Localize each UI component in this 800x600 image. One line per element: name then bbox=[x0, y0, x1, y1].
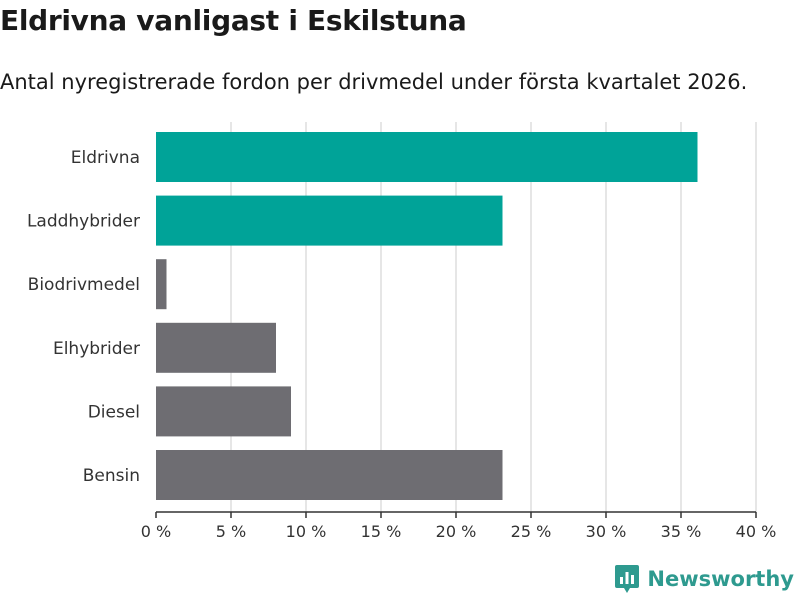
x-tick-label-7: 35 % bbox=[661, 522, 702, 541]
bar-diesel bbox=[156, 386, 291, 437]
grid-lines bbox=[230, 122, 757, 512]
x-tick-label-3: 15 % bbox=[361, 522, 402, 541]
brand-name: Newsworthy bbox=[647, 567, 794, 591]
category-label-bensin: Bensin bbox=[83, 466, 140, 486]
bar-chart-logo-icon bbox=[615, 565, 640, 593]
x-tick-label-0: 0 % bbox=[141, 522, 171, 541]
bar-elhybrider bbox=[156, 322, 276, 373]
category-label-diesel: Diesel bbox=[88, 402, 140, 422]
category-label-elhybrider: Elhybrider bbox=[53, 339, 140, 359]
x-tick-label-4: 20 % bbox=[436, 522, 477, 541]
bar-biodrivmedel bbox=[156, 259, 167, 310]
x-tick-label-1: 5 % bbox=[216, 522, 246, 541]
category-label-eldrivna: Eldrivna bbox=[71, 148, 140, 168]
chart-title: Eldrivna vanligast i Eskilstuna bbox=[0, 4, 467, 37]
bar-bensin bbox=[156, 450, 503, 500]
bar-eldrivna bbox=[156, 132, 698, 182]
category-labels: Eldrivna Laddhybrider Biodrivmedel Elhybrid… bbox=[27, 148, 140, 486]
category-label-biodrivmedel: Biodrivmedel bbox=[28, 275, 140, 295]
bar-laddhybrider bbox=[156, 195, 503, 246]
category-label-laddhybrider: Laddhybrider bbox=[27, 212, 140, 232]
x-tick-label-2: 10 % bbox=[286, 522, 327, 541]
x-tick-label-5: 25 % bbox=[511, 522, 552, 541]
x-axis: 0 % 5 % 10 % 15 % 20 % 25 % 30 % 35 % 40 % bbox=[141, 511, 777, 541]
x-tick-label-6: 30 % bbox=[586, 522, 627, 541]
chart-subtitle: Antal nyregistrerade fordon per drivmede… bbox=[0, 70, 748, 94]
x-tick-label-8: 40 % bbox=[736, 522, 777, 541]
bars bbox=[156, 132, 698, 500]
newsworthy-brand: Newsworthy bbox=[614, 564, 794, 594]
